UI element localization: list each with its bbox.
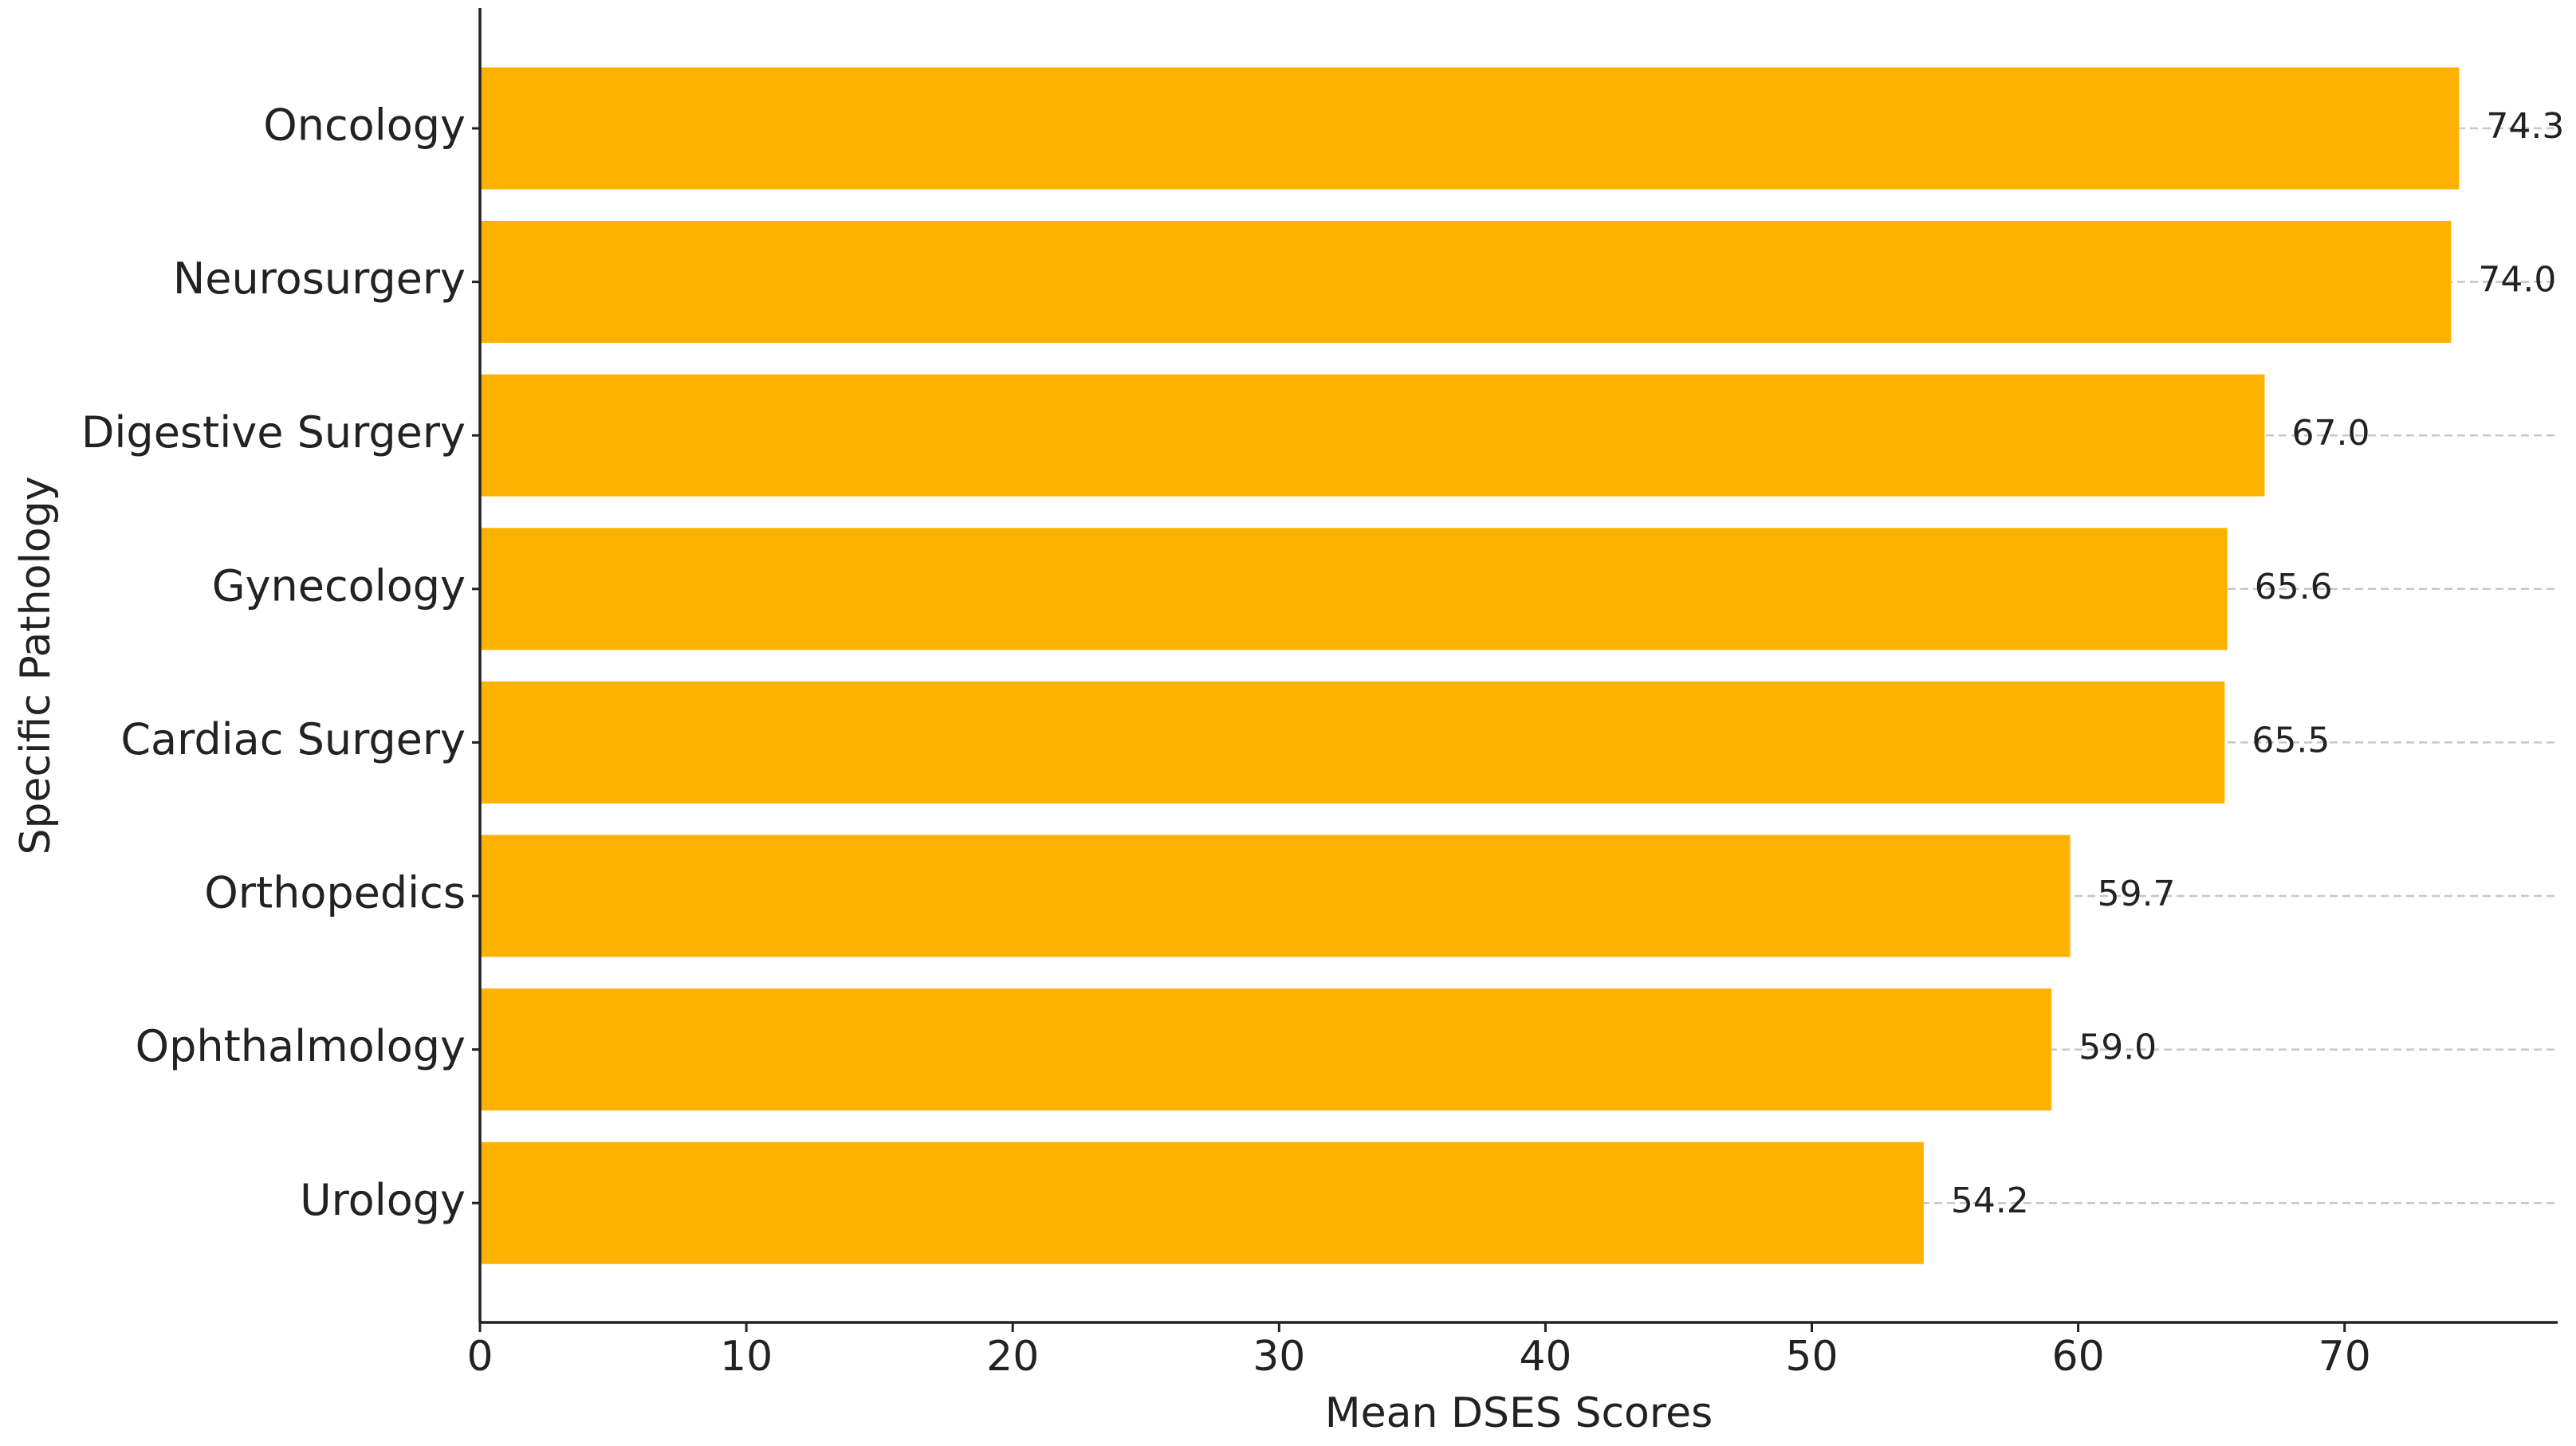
value-label: 54.2 [1951, 1181, 2029, 1221]
bar [480, 221, 2452, 344]
value-label: 65.6 [2255, 567, 2333, 607]
x-tick-label: 60 [2052, 1333, 2105, 1381]
y-tick-label: Cardiac Surgery [120, 714, 466, 764]
y-tick-label: Ophthalmology [136, 1021, 466, 1071]
x-tick-label: 40 [1519, 1333, 1571, 1381]
x-tick-label: 50 [1785, 1333, 1838, 1381]
x-tick-label: 10 [720, 1333, 773, 1381]
value-label: 74.0 [2478, 260, 2556, 301]
value-label: 59.0 [2078, 1028, 2157, 1068]
y-tick-label: Oncology [263, 100, 466, 151]
x-axis-title: Mean DSES Scores [1325, 1389, 1713, 1437]
value-label: 67.0 [2291, 413, 2370, 454]
y-axis-title: Specific Pathology [12, 476, 60, 855]
bar [480, 681, 2225, 804]
y-tick-label: Urology [300, 1175, 466, 1225]
y-tick-label: Gynecology [212, 560, 466, 611]
value-label: 74.3 [2486, 106, 2564, 147]
x-tick-label: 30 [1253, 1333, 1305, 1381]
bar [480, 374, 2265, 497]
bar [480, 988, 2052, 1111]
x-tick-label: 0 [466, 1333, 493, 1381]
bar [480, 67, 2460, 190]
bar [480, 835, 2071, 957]
value-label: 65.5 [2252, 720, 2330, 760]
y-tick-label: Neurosurgery [173, 253, 466, 304]
bar [480, 1141, 1924, 1264]
bar [480, 528, 2228, 650]
x-tick-label: 20 [986, 1333, 1039, 1381]
y-tick-label: Orthopedics [204, 868, 466, 918]
y-tick-label: Digestive Surgery [81, 407, 466, 458]
value-label: 59.7 [2098, 874, 2176, 914]
x-tick-label: 70 [2318, 1333, 2371, 1381]
